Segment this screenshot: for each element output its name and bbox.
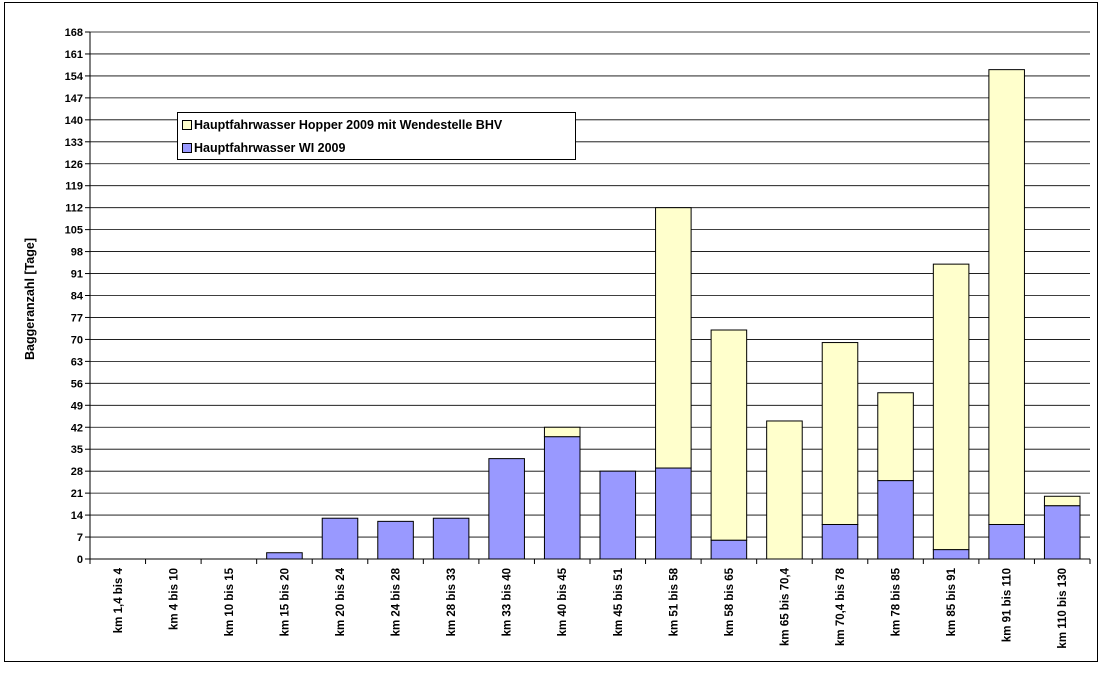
bar-segment: [821, 523, 859, 560]
legend-swatch-hopper: [182, 120, 192, 130]
bar-segment: [321, 517, 359, 560]
bar-segment: [988, 69, 1025, 525]
y-tick-label: 91: [71, 269, 83, 281]
y-tick-label: 126: [65, 159, 83, 171]
y-tick-label: 168: [65, 27, 83, 39]
bar-segment: [266, 552, 303, 560]
x-tick-label: km 10 bis 15: [224, 567, 236, 636]
bar-segment: [877, 480, 914, 560]
x-tick-label: km 40 bis 45: [557, 567, 569, 636]
x-tick-label: km 110 bis 130: [1057, 568, 1069, 649]
y-tick-label: 154: [65, 71, 84, 83]
bar-segment: [488, 458, 525, 560]
x-tick-label: km 20 bis 24: [335, 567, 347, 636]
y-tick-label: 70: [71, 334, 83, 346]
y-tick-label: 112: [65, 203, 83, 215]
y-tick-label: 98: [71, 247, 83, 259]
x-tick-label: km 85 bis 91: [946, 567, 958, 636]
x-tick-label: km 1,4 bis 4: [113, 567, 125, 633]
bar-segment: [432, 517, 470, 560]
bar-segment: [1043, 495, 1081, 507]
legend-item-hopper: Hauptfahrwasser Hopper 2009 mit Wendeste…: [182, 116, 502, 134]
legend-swatch-wi: [182, 143, 192, 153]
y-tick-label: 28: [71, 466, 83, 478]
bar-segment: [655, 207, 692, 469]
x-tick-labels: km 1,4 bis 4 km 4 bis 10 km 10 bis 15 km 15…: [113, 567, 1069, 648]
y-tick-label: 77: [71, 312, 83, 324]
x-tick-label: km 70,4 bis 78: [835, 567, 847, 646]
bars: [266, 69, 1081, 560]
bar-segment: [710, 329, 748, 541]
bar-segment: [543, 426, 581, 438]
y-tick-labels: 0 7 14 21 28 35 42 49 56 63 70 77 84 91 98 105 112 119 126…: [65, 27, 84, 566]
y-tick-label: 63: [71, 356, 83, 368]
y-tick-label: 0: [77, 554, 83, 566]
x-tick-label: km 65 bis 70,4: [779, 567, 791, 646]
legend: Hauptfahrwasser Hopper 2009 mit Wendeste…: [177, 112, 576, 160]
y-tick-label: 84: [71, 291, 84, 303]
bar-segment: [599, 470, 637, 560]
bar-segment: [766, 420, 803, 560]
y-tick-label: 35: [71, 444, 83, 456]
y-tick-label: 161: [65, 49, 83, 61]
legend-label-hopper: Hauptfahrwasser Hopper 2009 mit Wendeste…: [194, 118, 503, 132]
bar-segment: [377, 520, 414, 560]
bar-segment: [932, 549, 970, 560]
x-tick-label: km 28 bis 33: [446, 568, 458, 636]
x-tick-label: km 24 bis 28: [391, 567, 403, 636]
bar-segment: [988, 523, 1025, 560]
axes: [85, 31, 1091, 564]
y-tick-label: 133: [65, 137, 83, 149]
y-tick-label: 49: [71, 400, 83, 412]
y-tick-label: 21: [71, 488, 83, 500]
y-tick-label: 56: [71, 378, 83, 390]
x-tick-label: km 58 bis 65: [724, 567, 736, 636]
bar-segment: [543, 436, 581, 560]
x-tick-label: km 91 bis 110: [1002, 568, 1014, 642]
x-tick-label: km 78 bis 85: [891, 567, 903, 636]
x-tick-label: km 33 bis 40: [502, 568, 514, 636]
y-axis-label: Baggeranzahl [Tage]: [23, 238, 37, 360]
legend-label-wi: Hauptfahrwasser WI 2009: [194, 141, 346, 155]
bar-segment: [932, 263, 970, 551]
x-tick-label: km 45 bis 51: [613, 567, 625, 636]
bar-segment: [1043, 505, 1081, 560]
legend-item-wi: Hauptfahrwasser WI 2009: [182, 139, 345, 157]
y-tick-label: 140: [65, 115, 83, 127]
bar-segment: [877, 392, 914, 482]
y-tick-label: 119: [65, 181, 83, 193]
bar-segment: [821, 342, 859, 525]
y-tick-label: 7: [77, 532, 83, 544]
y-tick-label: 147: [65, 93, 83, 105]
gridlines: [90, 31, 1090, 538]
y-tick-label: 14: [71, 510, 84, 522]
x-tick-label: km 15 bis 20: [279, 568, 291, 636]
x-tick-label: km 4 bis 10: [168, 568, 180, 630]
x-tick-label: km 51 bis 58: [668, 567, 680, 636]
y-tick-label: 105: [65, 225, 83, 237]
bar-segment: [710, 539, 748, 560]
bar-segment: [655, 467, 692, 560]
y-tick-label: 42: [71, 422, 83, 434]
